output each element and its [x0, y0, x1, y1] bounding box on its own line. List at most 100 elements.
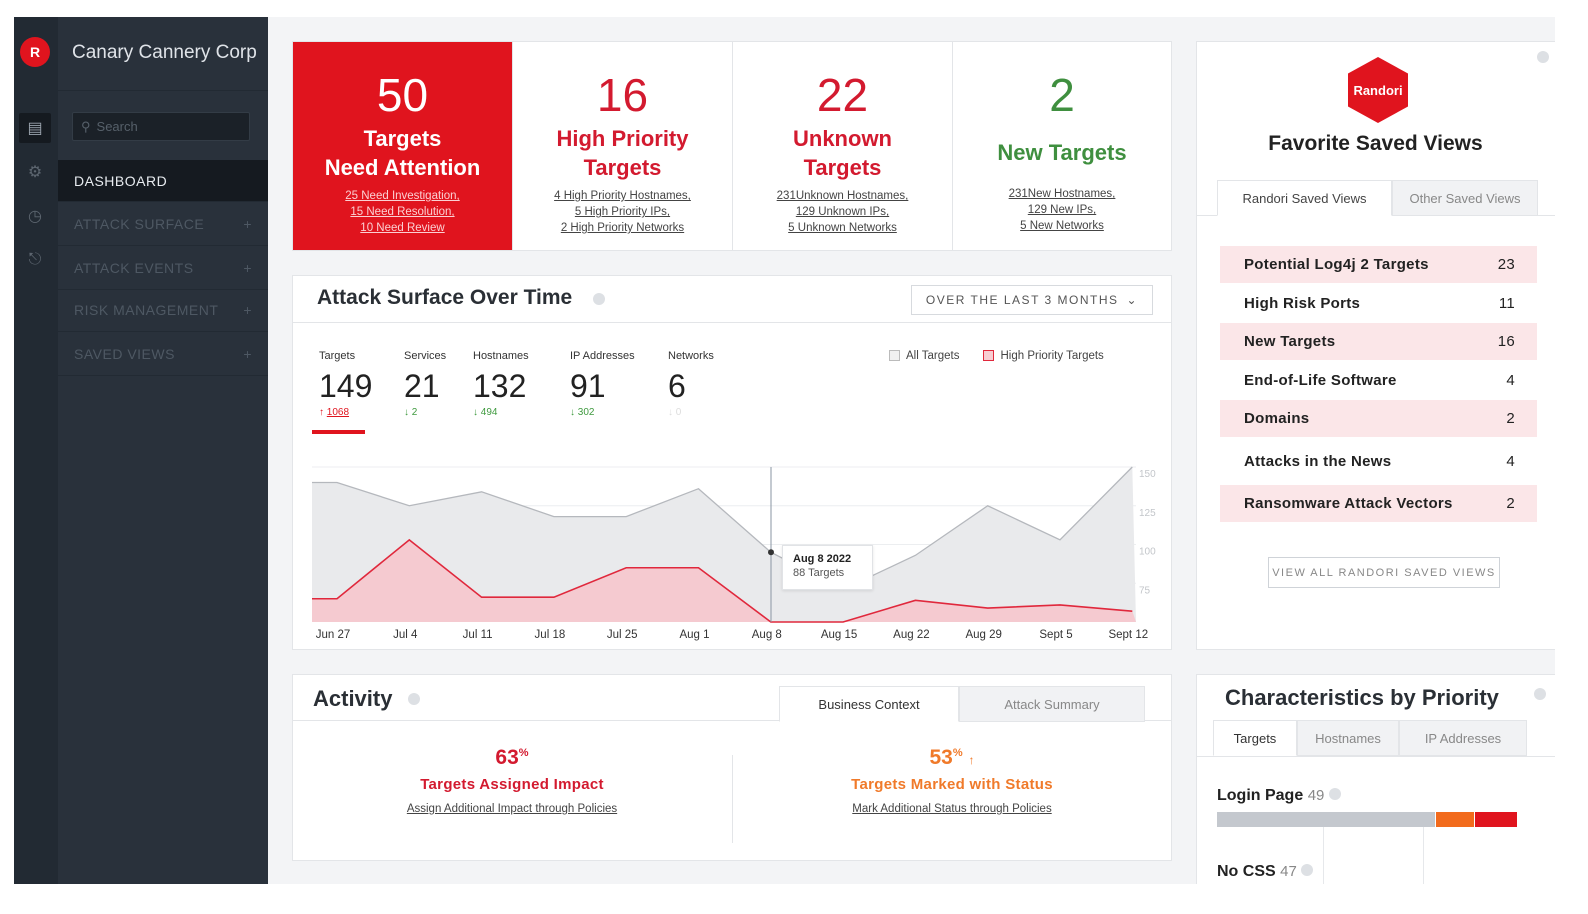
nav-item-attack-surface[interactable]: ATTACK SURFACE +: [58, 202, 268, 246]
tab-randori-saved-views[interactable]: Randori Saved Views: [1217, 180, 1392, 216]
bar-segment[interactable]: [1475, 812, 1517, 827]
info-icon[interactable]: [593, 293, 605, 305]
tab-targets[interactable]: Targets: [1213, 720, 1297, 756]
stat-hostnames[interactable]: Hostnames 132 ↓ 494: [473, 350, 529, 418]
x-tick-label: Aug 1: [679, 629, 709, 641]
kpi-link[interactable]: 2 High Priority Networks: [560, 222, 685, 234]
kpi-link[interactable]: 15 Need Resolution,: [350, 206, 455, 218]
saved-view-item[interactable]: New Targets 16: [1220, 323, 1537, 360]
kpi-link[interactable]: 231Unknown Hostnames,: [776, 190, 909, 202]
saved-view-item[interactable]: Ransomware Attack Vectors 2: [1220, 485, 1537, 522]
time-range-dropdown[interactable]: OVER THE LAST 3 MONTHS ⌄: [911, 285, 1153, 315]
kpi-link[interactable]: 129 Unknown IPs,: [795, 206, 890, 218]
policy-link[interactable]: Assign Additional Impact through Policie…: [406, 803, 618, 815]
layout-icon[interactable]: ▤: [19, 113, 51, 143]
arrow-up-icon: ↑: [968, 753, 975, 767]
gear-icon[interactable]: ⚙: [27, 164, 43, 181]
nav-item-saved-views[interactable]: SAVED VIEWS +: [58, 332, 268, 376]
area-high-priority-targets: [312, 539, 1136, 622]
tab-attack-summary[interactable]: Attack Summary: [959, 686, 1145, 722]
x-tick-label: Jul 11: [463, 629, 493, 641]
kpi-card[interactable]: 2 New Targets 231New Hostnames, 129 New I…: [953, 42, 1171, 250]
activity-metric: 63% Targets Assigned Impact Assign Addit…: [292, 746, 732, 815]
kpi-card[interactable]: 22 Unknown Targets 231Unknown Hostnames, 1…: [733, 42, 953, 250]
x-tick-label: Aug 15: [821, 629, 857, 641]
chevron-down-icon: ⌄: [1126, 293, 1139, 307]
tab-hostnames[interactable]: Hostnames: [1297, 720, 1399, 756]
activity-metric: 53% ↑ Targets Marked with Status Mark Ad…: [732, 746, 1172, 815]
saved-view-item[interactable]: End-of-Life Software 4: [1244, 372, 1515, 389]
arrow-down-icon: ↓: [473, 407, 478, 418]
nav-item-risk-management[interactable]: RISK MANAGEMENT +: [58, 288, 268, 332]
info-icon[interactable]: [408, 693, 420, 705]
x-tick-label: Jul 25: [607, 629, 638, 641]
x-tick-label: Sept 12: [1108, 629, 1148, 641]
arrow-none-icon: ↓: [668, 407, 673, 418]
kpi-link[interactable]: 5 High Priority IPs,: [574, 206, 671, 218]
search-icon: ⚲: [81, 118, 91, 134]
saved-view-item[interactable]: High Risk Ports 11: [1244, 295, 1515, 312]
chart-tooltip: Aug 8 2022 88 Targets: [782, 545, 873, 590]
x-tick-label: Jun 27: [316, 629, 351, 641]
y-tick-label: 100: [1139, 547, 1156, 558]
nav-item-attack-events[interactable]: ATTACK EVENTS +: [58, 246, 268, 290]
nav-item-dashboard[interactable]: DASHBOARD: [58, 160, 268, 202]
x-tick-label: Jul 18: [535, 629, 566, 641]
chart-legend: All Targets High Priority Targets: [889, 350, 1104, 362]
kpi-link[interactable]: 10 Need Review: [360, 222, 445, 234]
policy-link[interactable]: Mark Additional Status through Policies: [852, 803, 1052, 815]
bar-segment[interactable]: [1217, 812, 1435, 827]
kpi-link[interactable]: 5 New Networks: [1020, 220, 1104, 232]
kpi-link[interactable]: 25 Need Investigation,: [345, 190, 460, 202]
randori-logo: Randori: [1348, 57, 1408, 123]
info-icon[interactable]: [1537, 51, 1549, 63]
view-all-saved-views-button[interactable]: VIEW ALL RANDORI SAVED VIEWS: [1268, 557, 1500, 588]
legend-high-priority[interactable]: High Priority Targets: [983, 350, 1104, 362]
kpi-card[interactable]: 50 Targets Need Attention 25 Need Investi…: [293, 42, 513, 250]
stat-targets[interactable]: Targets 149 ↑ 1068: [319, 350, 373, 418]
kpi-value: 2: [1049, 69, 1075, 121]
tab-ip-addresses[interactable]: IP Addresses: [1399, 720, 1527, 756]
kpi-link[interactable]: 5 Unknown Networks: [788, 222, 897, 234]
tab-other-saved-views[interactable]: Other Saved Views: [1392, 180, 1538, 216]
info-icon[interactable]: [1301, 864, 1314, 876]
saved-view-item[interactable]: Potential Log4j 2 Targets 23: [1220, 246, 1537, 283]
stat-ip-addresses[interactable]: IP Addresses 91 ↓ 302: [570, 350, 635, 418]
info-icon[interactable]: [1534, 688, 1546, 700]
search-input[interactable]: ⚲ Search: [72, 112, 250, 141]
logout-icon[interactable]: ⎋: [28, 251, 42, 268]
plus-icon: +: [243, 345, 252, 362]
characteristic-label: Login Page 49: [1217, 787, 1341, 805]
tab-business-context[interactable]: Business Context: [779, 686, 959, 722]
stat-services[interactable]: Services 21 ↓ 2: [404, 350, 447, 418]
characteristic-label: No CSS 47: [1217, 863, 1314, 881]
saved-view-item[interactable]: Domains 2: [1220, 400, 1537, 437]
priority-bar: [1217, 812, 1517, 827]
plus-icon: +: [243, 301, 252, 318]
kpi-value: 50: [376, 69, 429, 121]
kpi-link[interactable]: 129 New IPs,: [1027, 204, 1097, 216]
arrow-down-icon: ↓: [404, 407, 409, 418]
y-tick-label: 150: [1139, 469, 1156, 480]
saved-views-title: Favorite Saved Views: [1268, 132, 1483, 155]
kpi-link[interactable]: 4 High Priority Hostnames,: [554, 190, 691, 202]
saved-view-item[interactable]: Attacks in the News 4: [1244, 453, 1515, 470]
kpi-card[interactable]: 16 High Priority Targets 4 High Priority …: [513, 42, 733, 250]
x-tick-label: Aug 8: [752, 629, 782, 641]
clock-icon[interactable]: ◷: [28, 208, 42, 225]
arrow-up-icon: ↑: [319, 407, 324, 418]
y-tick-label: 75: [1139, 585, 1151, 596]
app-logo: R: [20, 37, 50, 67]
bar-segment[interactable]: [1435, 812, 1475, 827]
kpi-value: 16: [596, 69, 649, 121]
info-icon[interactable]: [1328, 788, 1341, 800]
characteristics-card: [1196, 674, 1555, 884]
legend-all-targets[interactable]: All Targets: [889, 350, 959, 362]
kpi-link[interactable]: 231New Hostnames,: [1008, 188, 1116, 200]
attack-surface-title: Attack Surface Over Time: [317, 286, 573, 309]
stat-networks[interactable]: Networks 6 ↓ 0: [668, 350, 714, 418]
x-tick-label: Jul 4: [393, 629, 418, 641]
x-tick-label: Aug 29: [965, 629, 1001, 641]
x-tick-label: Sept 5: [1039, 629, 1072, 641]
